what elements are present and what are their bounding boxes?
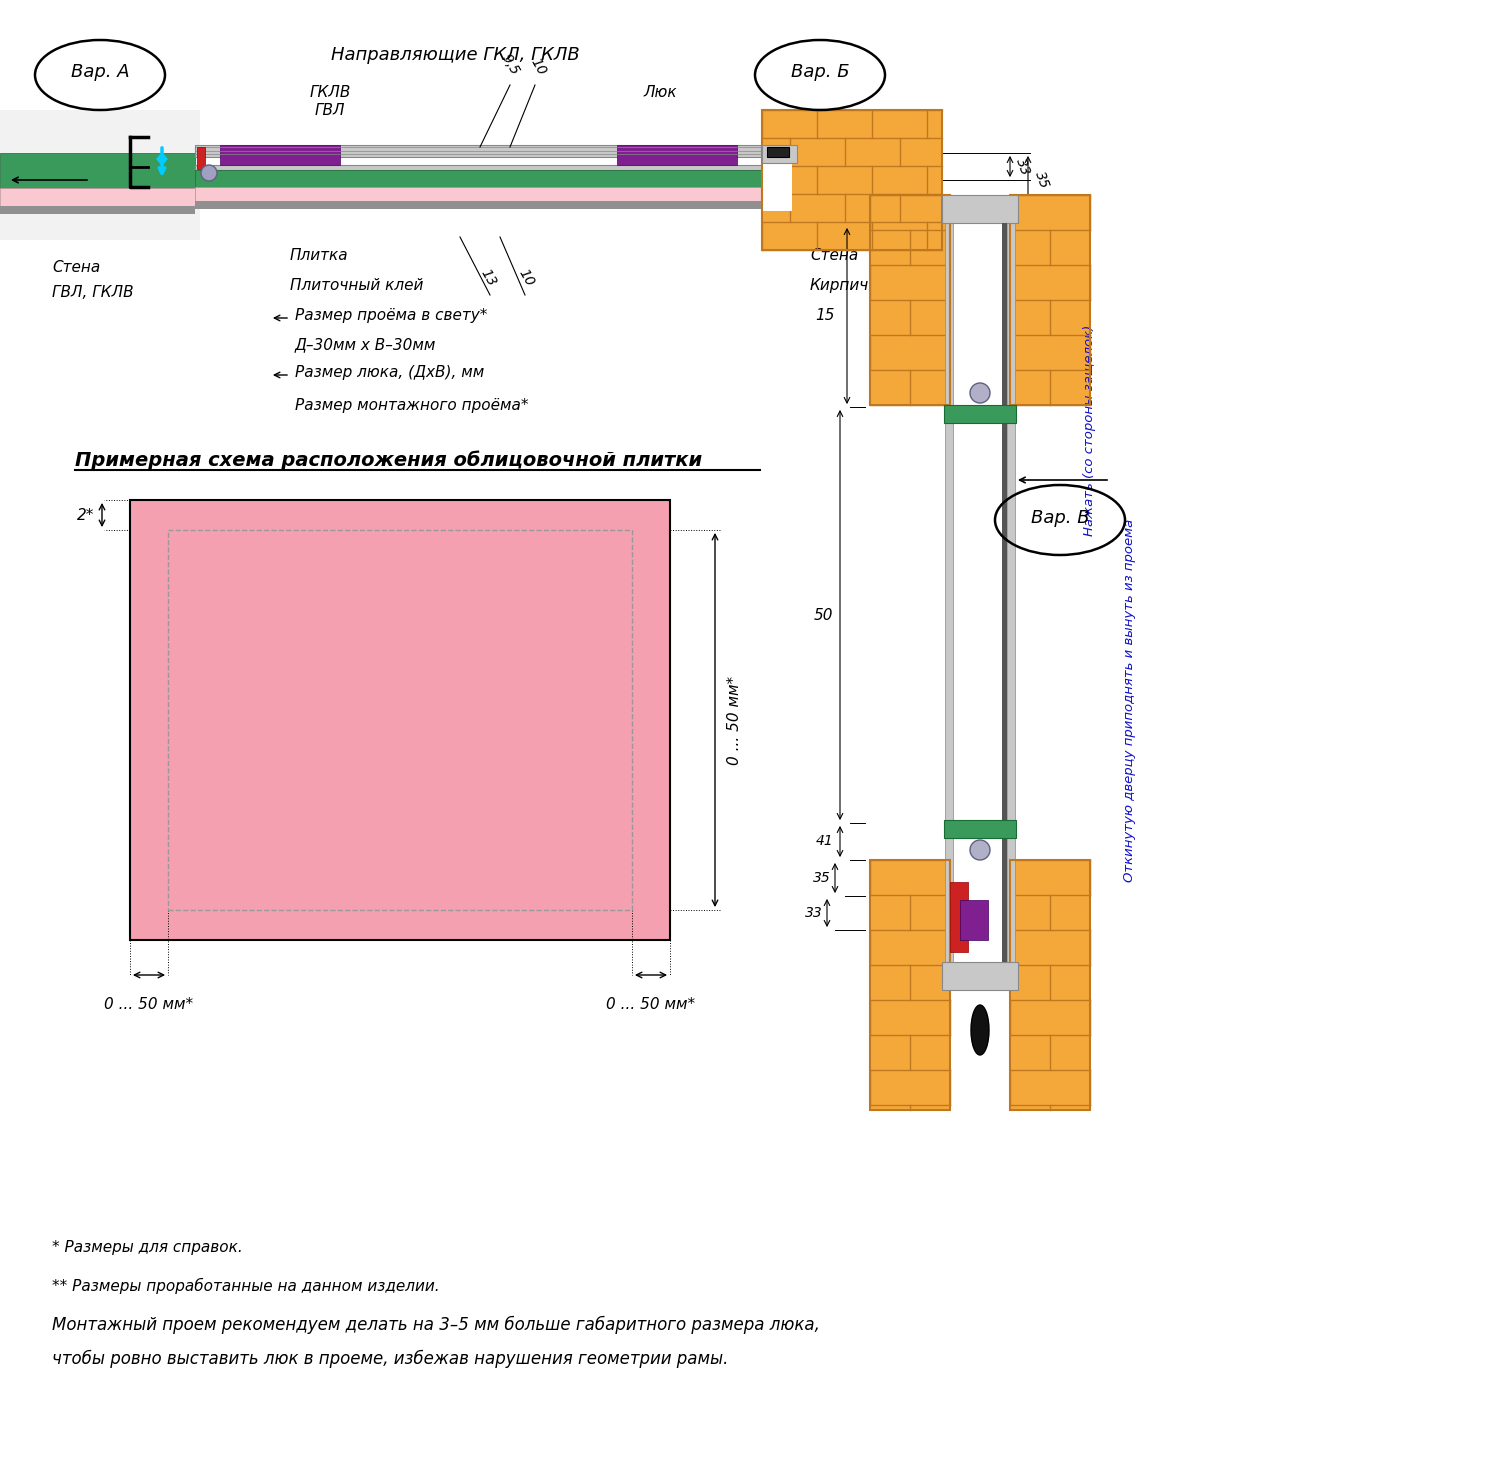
Text: 2*: 2* bbox=[76, 508, 94, 523]
Bar bbox=[944, 820, 1016, 837]
Text: Люк: Люк bbox=[644, 85, 676, 100]
Circle shape bbox=[201, 165, 217, 182]
Bar bbox=[762, 110, 942, 250]
Text: Стена: Стена bbox=[810, 247, 858, 264]
Text: Примерная схема расположения облицовочной плитки: Примерная схема расположения облицовочно… bbox=[75, 451, 702, 470]
Text: Размер монтажного проёма*: Размер монтажного проёма* bbox=[296, 398, 528, 413]
Text: Плиточный клей: Плиточный клей bbox=[290, 278, 423, 293]
Text: 33: 33 bbox=[1013, 155, 1032, 177]
Text: 10: 10 bbox=[516, 266, 537, 290]
Text: Д–30мм х В–30мм: Д–30мм х В–30мм bbox=[296, 338, 436, 353]
Bar bbox=[1010, 859, 1090, 1110]
Bar bbox=[762, 163, 792, 211]
Bar bbox=[870, 859, 950, 1110]
Bar bbox=[950, 881, 968, 952]
Text: Размер люка, (ДхВ), мм: Размер люка, (ДхВ), мм bbox=[296, 365, 484, 379]
Text: ГКЛВ: ГКЛВ bbox=[309, 85, 351, 100]
Text: 9,5: 9,5 bbox=[498, 51, 522, 78]
Text: 0 ... 50 мм*: 0 ... 50 мм* bbox=[105, 997, 194, 1012]
Text: Откинутую дверцу приподнять и вынуть из проема: Откинутую дверцу приподнять и вынуть из … bbox=[1124, 518, 1137, 881]
Text: * Размеры для справок.: * Размеры для справок. bbox=[53, 1240, 243, 1255]
Text: Кирпич: Кирпич bbox=[810, 278, 870, 293]
Bar bbox=[196, 146, 206, 168]
Bar bbox=[762, 145, 796, 163]
Bar bbox=[1010, 195, 1090, 406]
Text: Нажать (со стороны защелок): Нажать (со стороны защелок) bbox=[1083, 325, 1096, 536]
Text: ГВЛ: ГВЛ bbox=[315, 102, 345, 119]
Bar bbox=[195, 170, 762, 187]
Bar bbox=[870, 859, 950, 1110]
Text: 41: 41 bbox=[816, 834, 833, 848]
Bar bbox=[0, 187, 195, 206]
Text: Стена: Стена bbox=[53, 261, 100, 275]
Bar bbox=[942, 195, 1019, 223]
Bar bbox=[195, 180, 762, 187]
Bar bbox=[220, 145, 340, 165]
Bar bbox=[168, 530, 632, 911]
Bar bbox=[0, 110, 200, 240]
Bar bbox=[960, 900, 988, 940]
Text: 10: 10 bbox=[528, 56, 549, 78]
Text: Монтажный проем рекомендуем делать на 3–5 мм больше габаритного размера люка,: Монтажный проем рекомендуем делать на 3–… bbox=[53, 1316, 820, 1334]
Bar bbox=[944, 406, 1016, 423]
Text: 35: 35 bbox=[813, 871, 831, 886]
Bar bbox=[1010, 859, 1090, 1110]
Bar bbox=[1002, 223, 1007, 962]
Text: Плитка: Плитка bbox=[290, 247, 348, 264]
Bar bbox=[766, 146, 789, 157]
Bar bbox=[1010, 195, 1090, 406]
Bar bbox=[195, 165, 762, 170]
Text: 35: 35 bbox=[1032, 170, 1052, 190]
Text: 33: 33 bbox=[806, 906, 824, 919]
Bar bbox=[942, 962, 1019, 990]
Text: 13: 13 bbox=[477, 266, 498, 290]
Text: 0 ... 50 мм*: 0 ... 50 мм* bbox=[606, 997, 696, 1012]
Text: 0 ... 50 мм*: 0 ... 50 мм* bbox=[728, 675, 742, 764]
Text: Вар. В: Вар. В bbox=[1030, 509, 1089, 527]
Bar bbox=[0, 154, 195, 187]
Polygon shape bbox=[158, 154, 166, 165]
Ellipse shape bbox=[970, 1004, 988, 1056]
Bar bbox=[616, 145, 736, 165]
Bar bbox=[0, 206, 195, 214]
Bar bbox=[1007, 223, 1016, 962]
Bar bbox=[130, 501, 670, 940]
Text: чтобы ровно выставить люк в проеме, избежав нарушения геометрии рамы.: чтобы ровно выставить люк в проеме, избе… bbox=[53, 1350, 729, 1369]
Text: Вар. Б: Вар. Б bbox=[790, 63, 849, 81]
Circle shape bbox=[970, 840, 990, 859]
Bar bbox=[195, 201, 762, 209]
Bar bbox=[945, 223, 952, 962]
Text: ГВЛ, ГКЛВ: ГВЛ, ГКЛВ bbox=[53, 285, 134, 300]
Bar bbox=[870, 195, 950, 406]
Text: Размер проёма в свету*: Размер проёма в свету* bbox=[296, 307, 488, 322]
Bar bbox=[195, 187, 762, 201]
Text: Направляющие ГКЛ, ГКЛВ: Направляющие ГКЛ, ГКЛВ bbox=[330, 45, 579, 64]
Circle shape bbox=[970, 384, 990, 403]
Text: ** Размеры проработанные на данном изделии.: ** Размеры проработанные на данном издел… bbox=[53, 1278, 440, 1294]
Bar bbox=[870, 195, 950, 406]
Text: 15: 15 bbox=[816, 309, 836, 324]
Bar bbox=[195, 145, 762, 157]
Bar bbox=[950, 195, 1010, 1110]
Bar bbox=[762, 110, 942, 250]
Text: 50: 50 bbox=[813, 608, 832, 622]
Text: Вар. А: Вар. А bbox=[70, 63, 129, 81]
